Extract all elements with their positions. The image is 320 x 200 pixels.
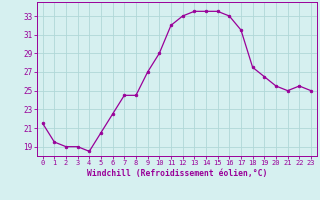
X-axis label: Windchill (Refroidissement éolien,°C): Windchill (Refroidissement éolien,°C) [87,169,267,178]
